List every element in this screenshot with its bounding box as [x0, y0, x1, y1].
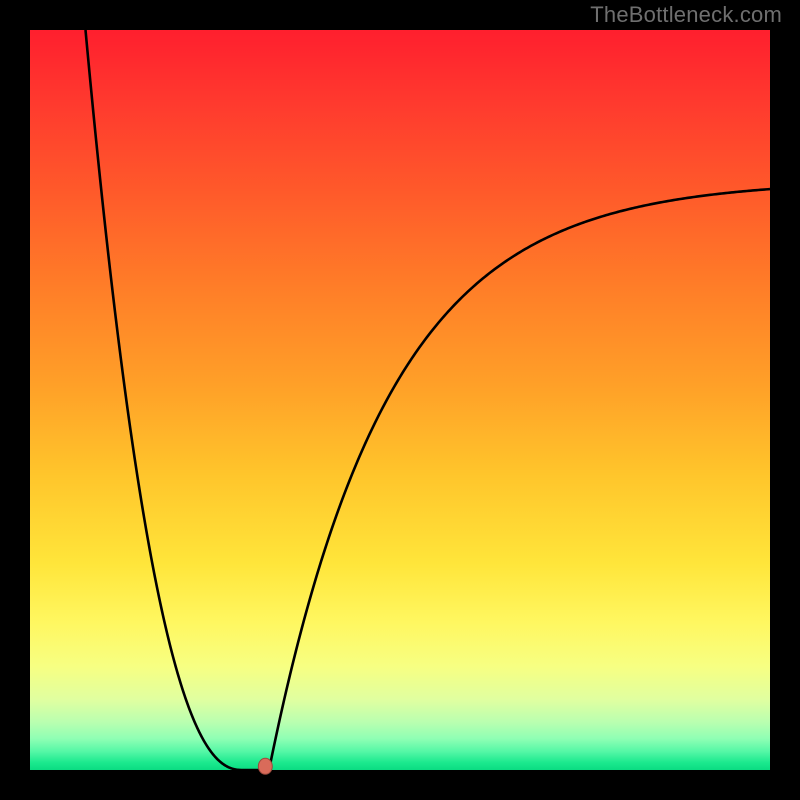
plot-background: [30, 30, 770, 770]
watermark-text: TheBottleneck.com: [590, 2, 782, 28]
chart-frame: TheBottleneck.com: [0, 0, 800, 800]
min-marker: [258, 758, 272, 774]
chart-svg: [0, 0, 800, 800]
